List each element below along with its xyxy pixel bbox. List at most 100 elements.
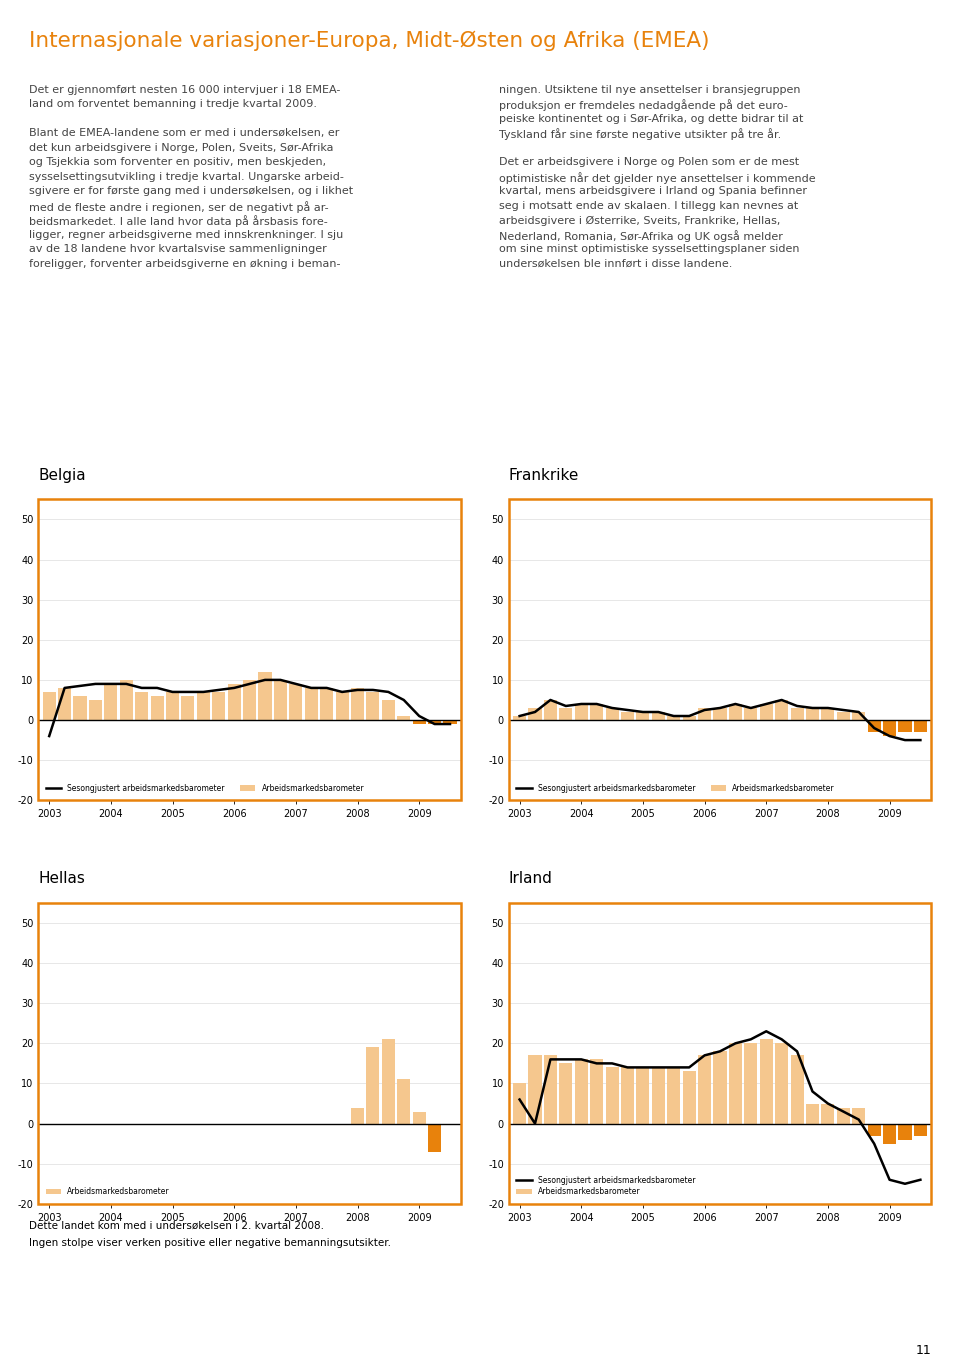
Bar <box>544 700 557 720</box>
Bar <box>351 1108 364 1123</box>
Text: om sine minst optimistiske sysselsettingsplaner siden: om sine minst optimistiske sysselsetting… <box>499 245 800 254</box>
Text: undersøkelsen ble innført i disse landene.: undersøkelsen ble innført i disse landen… <box>499 259 732 269</box>
Bar <box>367 1048 379 1123</box>
Bar <box>883 1123 896 1144</box>
Bar <box>713 709 727 720</box>
Bar <box>852 711 865 720</box>
Text: land om forventet bemanning i tredje kvartal 2009.: land om forventet bemanning i tredje kva… <box>29 100 317 109</box>
Bar <box>243 680 256 720</box>
Bar <box>509 499 931 800</box>
Bar <box>528 709 541 720</box>
Text: ligger, regner arbeidsgiverne med innskrenkninger. I sju: ligger, regner arbeidsgiverne med innskr… <box>29 230 343 239</box>
Text: Nederland, Romania, Sør-Afrika og UK også melder: Nederland, Romania, Sør-Afrika og UK ogs… <box>499 230 783 242</box>
Bar <box>713 1052 727 1123</box>
Bar <box>790 709 804 720</box>
Bar <box>351 688 364 720</box>
Bar <box>575 1059 588 1123</box>
Bar <box>652 711 665 720</box>
Text: Hellas: Hellas <box>38 871 85 886</box>
Bar <box>367 692 379 720</box>
Bar <box>274 680 287 720</box>
Text: av de 18 landene hvor kvartalsvise sammenligninger: av de 18 landene hvor kvartalsvise samme… <box>29 245 326 254</box>
Legend: Arbeidsmarkedsbarometer: Arbeidsmarkedsbarometer <box>42 1183 174 1200</box>
Text: ningen. Utsiktene til nye ansettelser i bransjegruppen: ningen. Utsiktene til nye ansettelser i … <box>499 85 801 94</box>
Bar <box>397 715 410 720</box>
Text: 11: 11 <box>916 1343 931 1357</box>
Bar <box>382 700 395 720</box>
Bar <box>544 1055 557 1123</box>
Bar <box>590 1059 603 1123</box>
Bar <box>74 696 86 720</box>
Text: peiske kontinentet og i Sør-Afrika, og dette bidrar til at: peiske kontinentet og i Sør-Afrika, og d… <box>499 114 804 124</box>
Text: Blant de EMEA-landene som er med i undersøkelsen, er: Blant de EMEA-landene som er med i under… <box>29 129 339 138</box>
Bar <box>89 700 102 720</box>
Bar <box>729 1044 742 1123</box>
Bar <box>636 711 650 720</box>
Bar <box>744 1044 757 1123</box>
Bar <box>899 1123 912 1140</box>
Bar <box>38 903 461 1204</box>
Bar <box>135 692 148 720</box>
Text: Frankrike: Frankrike <box>509 468 579 483</box>
Text: med de fleste andre i regionen, ser de negativt på ar-: med de fleste andre i regionen, ser de n… <box>29 201 328 212</box>
Legend: Sesongjustert arbeidsmarkedsbarometer, Arbeidsmarkedsbarometer: Sesongjustert arbeidsmarkedsbarometer, A… <box>42 780 368 796</box>
Bar <box>120 680 132 720</box>
Bar <box>698 709 711 720</box>
Bar <box>428 720 442 724</box>
Bar <box>105 684 117 720</box>
Bar <box>621 711 634 720</box>
Bar <box>428 1123 442 1152</box>
Bar <box>759 705 773 720</box>
Bar <box>228 684 241 720</box>
Bar <box>560 709 572 720</box>
Bar <box>652 1067 665 1123</box>
Bar <box>759 1040 773 1123</box>
Text: sgivere er for første gang med i undersøkelsen, og i likhet: sgivere er for første gang med i undersø… <box>29 186 353 197</box>
Text: foreligger, forventer arbeidsgiverne en økning i beman-: foreligger, forventer arbeidsgiverne en … <box>29 259 340 269</box>
Bar <box>444 720 457 724</box>
Bar <box>683 1071 696 1123</box>
Bar <box>212 692 226 720</box>
Legend: Sesongjustert arbeidsmarkedsbarometer, Arbeidsmarkedsbarometer: Sesongjustert arbeidsmarkedsbarometer, A… <box>513 780 838 796</box>
Text: seg i motsatt ende av skalaen. I tillegg kan nevnes at: seg i motsatt ende av skalaen. I tillegg… <box>499 201 799 211</box>
Bar <box>289 684 302 720</box>
Bar <box>413 720 425 724</box>
Bar <box>775 1044 788 1123</box>
Text: arbeidsgivere i Østerrike, Sveits, Frankrike, Hellas,: arbeidsgivere i Østerrike, Sveits, Frank… <box>499 215 780 226</box>
Bar <box>914 720 927 732</box>
Text: Ingen stolpe viser verken positive eller negative bemanningsutsikter.: Ingen stolpe viser verken positive eller… <box>29 1238 391 1248</box>
Bar <box>560 1063 572 1123</box>
Bar <box>509 903 931 1204</box>
Bar <box>822 1104 834 1123</box>
Bar <box>837 711 850 720</box>
Bar <box>868 1123 880 1135</box>
Bar <box>683 715 696 720</box>
Text: beidsmarkedet. I alle land hvor data på årsbasis fore-: beidsmarkedet. I alle land hvor data på … <box>29 215 327 227</box>
Bar <box>336 692 348 720</box>
Bar <box>320 688 333 720</box>
Bar <box>528 1055 541 1123</box>
Bar <box>744 709 757 720</box>
Text: optimistiske når det gjelder nye ansettelser i kommende: optimistiske når det gjelder nye ansette… <box>499 172 816 183</box>
Text: produksjon er fremdeles nedadgående på det euro-: produksjon er fremdeles nedadgående på d… <box>499 100 788 111</box>
Bar <box>852 1108 865 1123</box>
Bar <box>575 705 588 720</box>
Text: Det er arbeidsgivere i Norge og Polen som er de mest: Det er arbeidsgivere i Norge og Polen so… <box>499 157 800 167</box>
Bar <box>151 696 163 720</box>
Bar <box>667 1067 681 1123</box>
Text: det kun arbeidsgivere i Norge, Polen, Sveits, Sør-Afrika: det kun arbeidsgivere i Norge, Polen, Sv… <box>29 142 333 153</box>
Text: Tyskland får sine første negative utsikter på tre år.: Tyskland får sine første negative utsikt… <box>499 129 781 141</box>
Bar <box>636 1067 650 1123</box>
Text: kvartal, mens arbeidsgivere i Irland og Spania befinner: kvartal, mens arbeidsgivere i Irland og … <box>499 186 807 197</box>
Text: Internasjonale variasjoner-Europa, Midt-Østen og Afrika (EMEA): Internasjonale variasjoner-Europa, Midt-… <box>29 30 709 51</box>
Bar <box>413 1112 425 1123</box>
Bar <box>197 692 210 720</box>
Bar <box>868 720 880 732</box>
Bar <box>181 696 195 720</box>
Bar <box>513 715 526 720</box>
Bar <box>304 688 318 720</box>
Text: og Tsjekkia som forventer en positiv, men beskjeden,: og Tsjekkia som forventer en positiv, me… <box>29 157 326 167</box>
Bar <box>513 1083 526 1123</box>
Bar <box>606 709 618 720</box>
Legend: Sesongjustert arbeidsmarkedsbarometer, Arbeidsmarkedsbarometer: Sesongjustert arbeidsmarkedsbarometer, A… <box>513 1172 699 1200</box>
